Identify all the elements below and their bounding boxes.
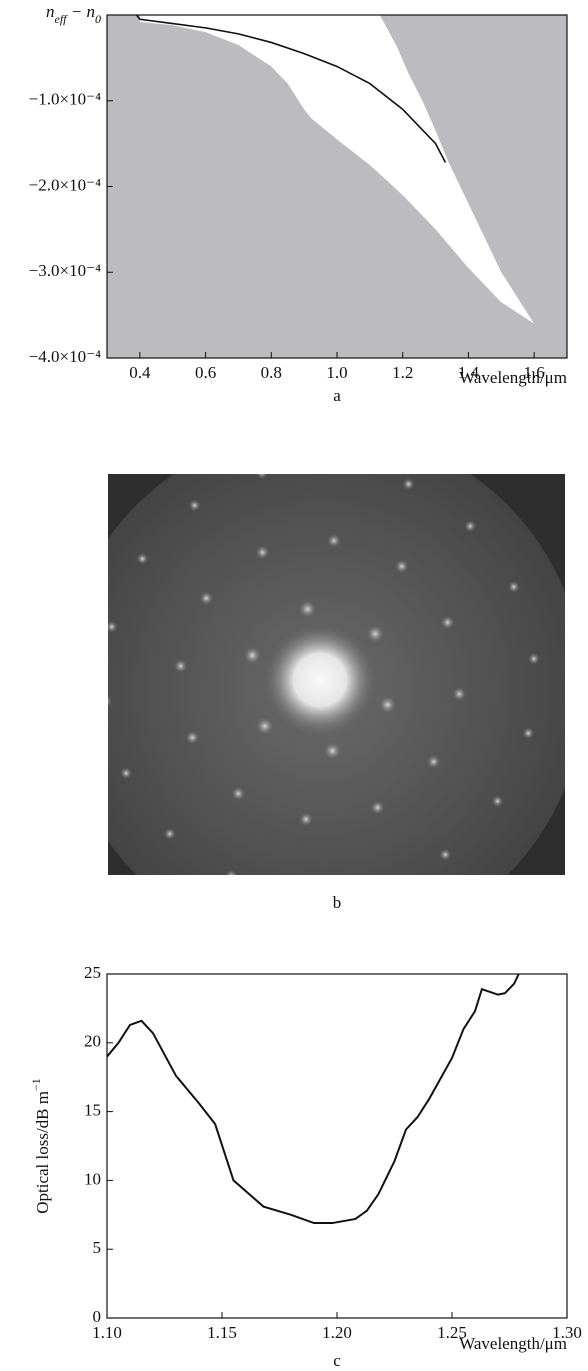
cladding-hole xyxy=(439,849,451,861)
cladding-hole xyxy=(327,534,341,548)
cladding-hole xyxy=(243,646,261,664)
cladding-hole xyxy=(372,881,384,893)
cladding-hole xyxy=(189,499,201,511)
y-tick-label: −2.0×10⁻⁴ xyxy=(29,175,101,194)
y-tick-label: −4.0×10⁻⁴ xyxy=(29,347,101,366)
cladding-hole xyxy=(395,559,409,573)
y-axis-label-part: 0 xyxy=(95,12,101,26)
y-axis-label-part: Optical loss/dB m xyxy=(33,1091,52,1214)
cladding-hole xyxy=(403,478,415,490)
cladding-hole xyxy=(164,828,176,840)
x-tick-label: 0.6 xyxy=(195,363,216,382)
y-tick-label: 10 xyxy=(84,1169,101,1188)
core-spot xyxy=(262,622,378,738)
y-axis-label: neff − n0 xyxy=(46,2,101,26)
x-axis-label: Wavelength/μm xyxy=(459,368,567,387)
plot-frame xyxy=(107,974,567,1318)
cladding-hole xyxy=(256,717,274,735)
loss-line xyxy=(107,974,519,1223)
x-tick-label: 1.15 xyxy=(207,1323,237,1342)
cladding-hole xyxy=(379,696,397,714)
cladding-hole xyxy=(120,767,132,779)
y-tick-label: 20 xyxy=(84,1032,101,1051)
cladding-hole xyxy=(366,625,384,643)
cladding-hole xyxy=(464,520,476,532)
x-tick-label: 1.20 xyxy=(322,1323,352,1342)
cladding-hole xyxy=(452,687,466,701)
y-tick-label: 5 xyxy=(93,1238,102,1257)
cladding-hole xyxy=(136,553,148,565)
cladding-hole xyxy=(299,600,317,618)
y-tick-label: 0 xyxy=(93,1307,102,1326)
y-tick-label: −3.0×10⁻⁴ xyxy=(29,261,101,280)
cladding-hole xyxy=(492,795,504,807)
cladding-hole xyxy=(225,870,237,882)
panel-caption: c xyxy=(333,1351,341,1370)
cladding-hole xyxy=(298,888,310,900)
y-tick-label: 15 xyxy=(84,1101,101,1120)
y-tick-label: −1.0×10⁻⁴ xyxy=(29,90,101,109)
y-axis-label-part: − n xyxy=(67,2,95,21)
cladding-hole xyxy=(528,653,540,665)
x-tick-label: 0.4 xyxy=(129,363,151,382)
cladding-hole xyxy=(330,460,342,472)
cladding-hole xyxy=(255,545,269,559)
panel-caption: b xyxy=(333,893,342,912)
x-tick-label: 1.0 xyxy=(326,363,347,382)
x-tick-label: 0.8 xyxy=(261,363,282,382)
panel-caption: a xyxy=(333,386,341,405)
x-tick-label: 1.2 xyxy=(392,363,413,382)
cladding-hole xyxy=(199,591,213,605)
cladding-hole xyxy=(427,755,441,769)
cladding-hole xyxy=(231,787,245,801)
cladding-hole xyxy=(106,621,118,633)
cladding-hole xyxy=(323,742,341,760)
cladding-hole xyxy=(100,695,112,707)
y-tick-label: 25 xyxy=(84,963,101,982)
y-axis-label-part: −1 xyxy=(29,1078,43,1091)
y-axis-label-part: n xyxy=(46,2,55,21)
cladding-hole xyxy=(508,581,520,593)
cladding-hole xyxy=(522,727,534,739)
cladding-hole xyxy=(256,467,268,479)
page: {"chart_data": [ {"type": "area", "capti… xyxy=(0,0,588,1371)
fiber-image xyxy=(60,428,584,952)
cladding-hole xyxy=(174,659,188,673)
cladding-hole xyxy=(441,615,455,629)
cladding-hole xyxy=(371,801,385,815)
cladding-hole xyxy=(185,731,199,745)
x-axis-label: Wavelength/μm xyxy=(459,1334,567,1353)
y-axis-label: Optical loss/dB m−1 xyxy=(29,1078,52,1214)
figure: 0.40.60.81.01.21.41.6−1.0×10⁻⁴−2.0×10⁻⁴−… xyxy=(0,0,588,1371)
cladding-hole xyxy=(299,812,313,826)
